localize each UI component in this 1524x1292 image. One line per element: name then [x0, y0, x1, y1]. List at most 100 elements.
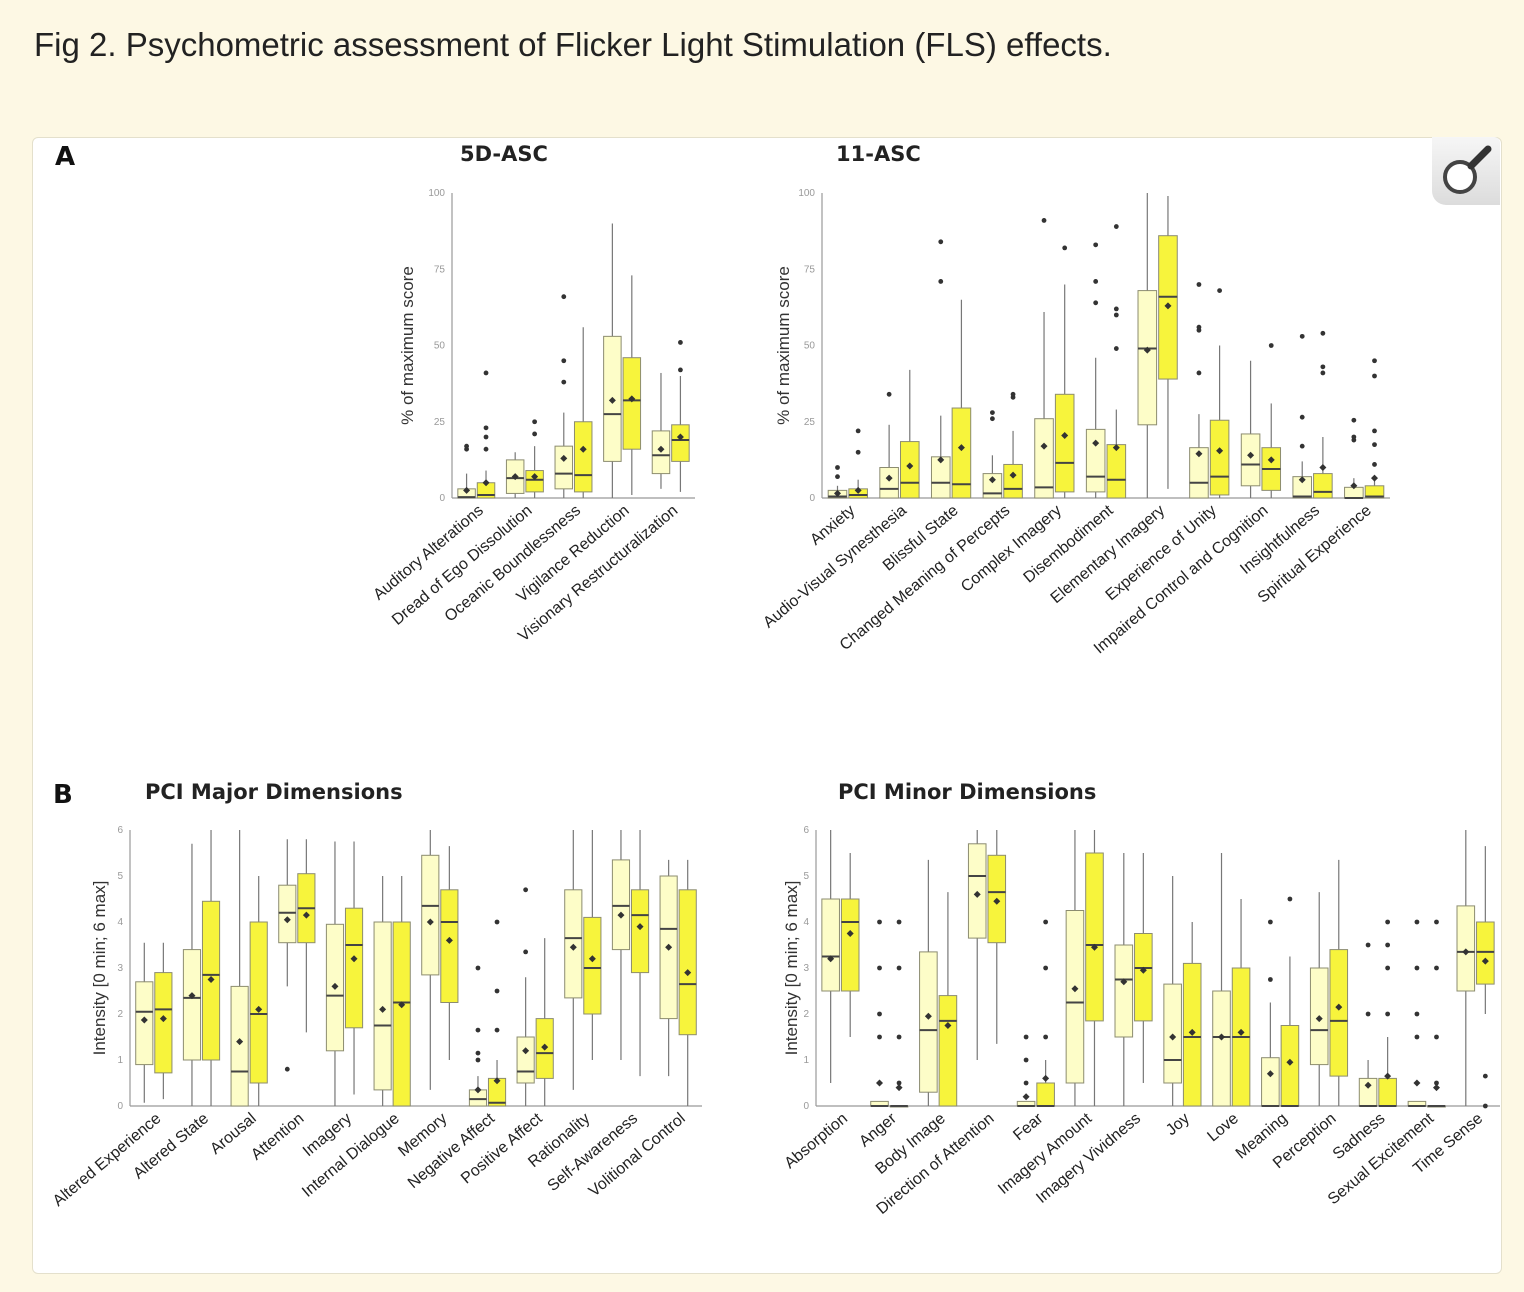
outlier-point: [1043, 1034, 1049, 1040]
y-axis-label: % of maximum score: [398, 266, 417, 425]
outlier-point: [1434, 919, 1439, 925]
mean-marker: [1319, 464, 1327, 471]
outlier-point: [896, 965, 902, 971]
outlier-point: [494, 988, 500, 994]
y-tick-label: 3: [117, 963, 123, 974]
y-tick-label: 4: [803, 917, 809, 928]
box: [182, 949, 202, 1061]
box: [249, 921, 268, 1084]
box: [573, 421, 593, 493]
outlier-point: [1320, 330, 1326, 336]
outlier-point: [483, 434, 489, 440]
outlier-point: [877, 1011, 882, 1017]
mean-marker: [676, 433, 684, 441]
outlier-point: [1113, 312, 1119, 318]
outlier-point: [523, 949, 529, 955]
outlier-point: [1434, 1034, 1439, 1040]
outlier-point: [1434, 1080, 1439, 1086]
outlier-point: [990, 410, 995, 415]
mean-marker: [588, 955, 596, 963]
mean-marker: [1384, 1072, 1392, 1080]
outlier-point: [1385, 1011, 1391, 1017]
mean-marker: [426, 918, 434, 926]
box: [1036, 1082, 1055, 1107]
box: [678, 889, 697, 1036]
box: [951, 407, 972, 499]
outlier-point: [1385, 965, 1391, 971]
x-category-label: Positive Affect: [458, 1110, 546, 1188]
mean-marker: [560, 454, 568, 462]
y-axis-label: % of maximum score: [774, 266, 793, 425]
outlier-point: [1113, 306, 1119, 312]
outlier-point: [1414, 965, 1420, 971]
outlier-point: [1351, 417, 1357, 423]
outlier-point: [678, 340, 683, 345]
mean-marker: [283, 916, 291, 924]
box: [1378, 1077, 1397, 1107]
outlier-point: [1041, 218, 1047, 223]
outlier-point: [886, 391, 892, 397]
outlier-point: [1267, 977, 1273, 982]
outlier-point: [938, 239, 944, 245]
mean-marker: [1266, 1070, 1274, 1078]
outlier-point: [1113, 346, 1119, 351]
chart-2: PCI Major Dimensions Intensity [0 min; 6 …: [50, 780, 702, 1210]
mean-marker: [1195, 450, 1203, 458]
outlier-point: [835, 465, 840, 470]
outlier-point: [1320, 364, 1326, 370]
outlier-point: [561, 358, 567, 364]
box: [1240, 433, 1261, 487]
box: [1261, 1057, 1280, 1107]
outlier-point: [1299, 443, 1305, 449]
mean-marker: [906, 462, 914, 470]
mean-marker: [937, 456, 945, 464]
outlier-point: [1299, 414, 1305, 420]
box: [671, 424, 690, 462]
y-tick-label: 5: [117, 871, 123, 882]
mean-marker: [1092, 439, 1100, 447]
outlier-point: [1482, 1103, 1488, 1109]
y-tick-label: 75: [434, 264, 446, 275]
outlier-point: [1268, 343, 1274, 348]
box: [1106, 444, 1127, 499]
mean-marker: [1432, 1084, 1440, 1092]
outlier-point: [1414, 1034, 1420, 1040]
outlier-point: [561, 379, 567, 385]
y-tick-label: 75: [804, 264, 816, 275]
outlier-point: [938, 279, 944, 284]
outlier-point: [1414, 1011, 1420, 1017]
mean-marker: [541, 1043, 549, 1051]
mean-marker: [474, 1086, 482, 1094]
chart-title: 5D-ASC: [460, 142, 548, 166]
mean-marker: [1090, 943, 1098, 951]
mean-marker: [1286, 1058, 1294, 1066]
magnifier-icon: [1443, 145, 1492, 194]
box: [344, 907, 364, 1029]
outlier-point: [1365, 942, 1371, 948]
outlier-point: [1320, 370, 1326, 376]
outlier-point: [877, 919, 882, 925]
mean-marker: [636, 923, 644, 931]
outlier-point: [1299, 333, 1305, 339]
mean-marker: [379, 1005, 387, 1013]
box: [919, 951, 938, 1093]
x-category-label: Absorption: [781, 1110, 851, 1172]
y-tick-label: 0: [809, 493, 815, 504]
outlier-point: [896, 1080, 902, 1086]
outlier-point: [1351, 434, 1357, 440]
outlier-point: [1385, 919, 1391, 925]
outlier-point: [1010, 391, 1016, 397]
outlier-point: [896, 1034, 902, 1040]
mean-marker: [993, 897, 1001, 905]
mean-marker: [665, 943, 673, 951]
outlier-point: [877, 965, 882, 971]
y-tick-label: 50: [804, 341, 816, 352]
mean-marker: [827, 955, 835, 963]
mean-marker: [1364, 1081, 1372, 1089]
outlier-point: [990, 416, 995, 422]
zoom-figure-button[interactable]: [1432, 137, 1500, 205]
box: [1114, 944, 1134, 1038]
box: [1134, 933, 1153, 1022]
mean-marker: [579, 445, 587, 453]
mean-marker: [493, 1077, 501, 1085]
